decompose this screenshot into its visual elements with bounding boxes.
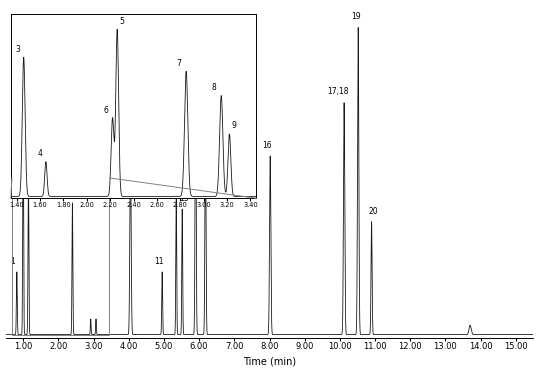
Text: 19: 19 [351,12,361,21]
Text: 15: 15 [202,106,212,115]
Text: 5: 5 [68,188,73,197]
Text: 16: 16 [262,141,272,150]
Bar [12,178,109,334]
Text: 14: 14 [187,53,197,62]
Text: 2: 2 [17,94,22,103]
X-axis label: Time (min): Time (min) [243,356,296,366]
Text: 12: 12 [168,175,177,184]
Text: 20: 20 [368,206,378,215]
Text: 10: 10 [122,122,132,131]
Text: 13: 13 [179,194,189,203]
Text: 1: 1 [10,257,15,266]
Text: 3: 3 [27,156,33,166]
Text: 11: 11 [154,257,163,266]
Text: 17,18: 17,18 [327,87,349,96]
